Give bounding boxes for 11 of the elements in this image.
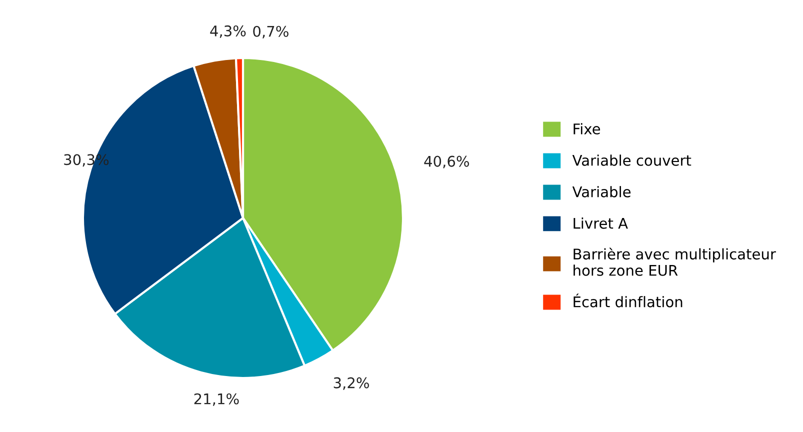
legend-label: Variable <box>572 186 631 198</box>
data-label: 3,2% <box>334 377 369 390</box>
legend-label: Fixe <box>574 123 600 134</box>
data-label: 40,6% <box>424 156 470 168</box>
legend-label: Écart dinflation <box>574 294 682 308</box>
legend-label: Barrière avec multiplicateur hors zone EUR <box>574 248 776 276</box>
data-label: 4,3% <box>210 25 246 38</box>
legend-label: Livret A <box>574 218 628 229</box>
legend-label: Variable couvert <box>572 154 692 166</box>
data-label: 0,7% <box>253 26 288 38</box>
data-label: 21,1% <box>194 393 239 406</box>
